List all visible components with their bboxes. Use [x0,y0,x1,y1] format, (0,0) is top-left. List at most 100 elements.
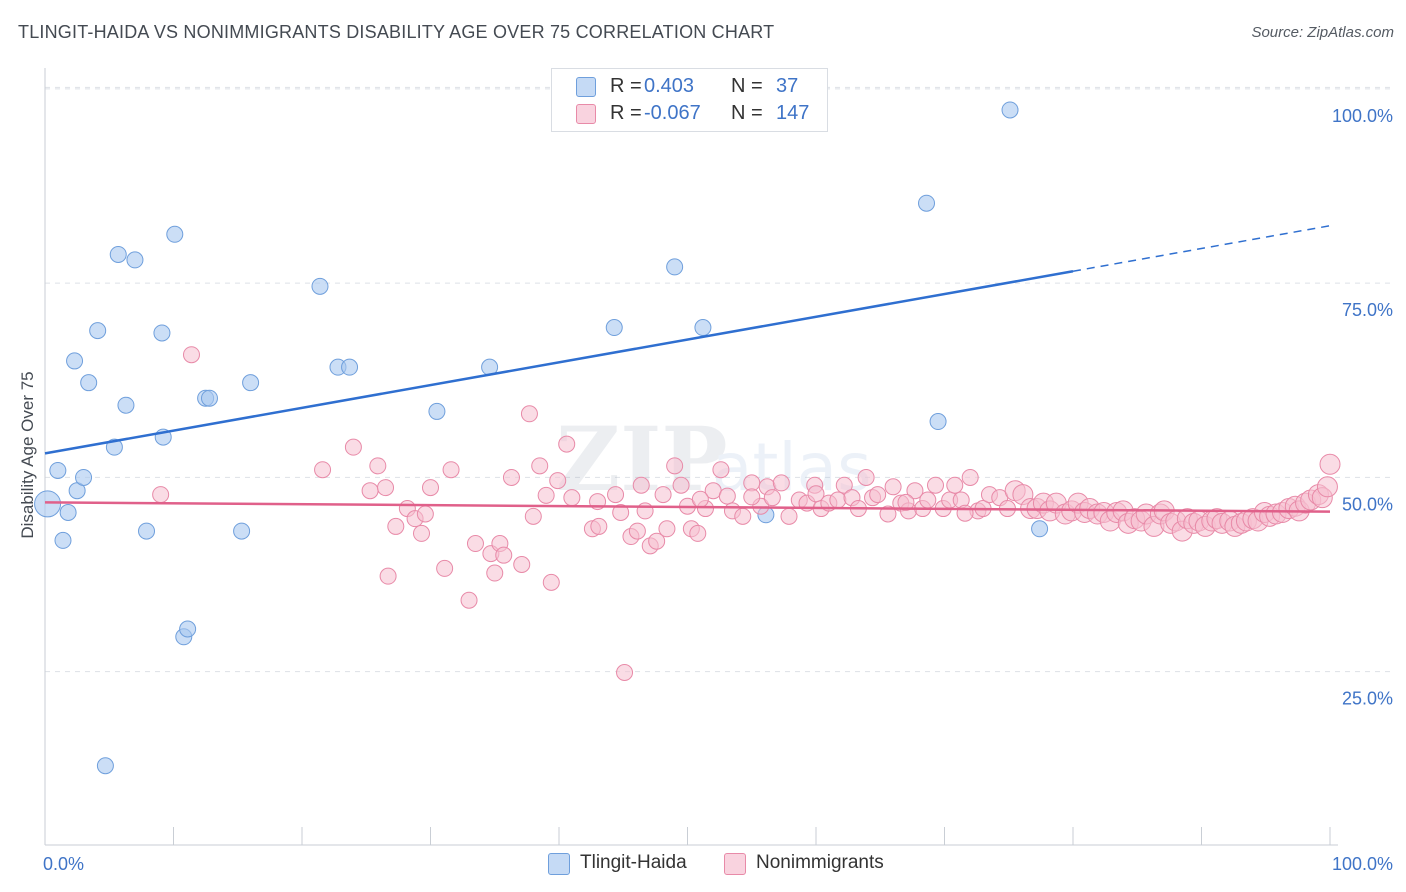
correlation-legend: R = 0.403 N = 37 R = -0.067 N = 147 [551,68,828,132]
nonimmigrants-point [590,517,608,535]
tlingit-haida-point [341,358,359,376]
y-tick-label: 75.0% [1342,300,1393,320]
nonimmigrants-point [495,546,513,564]
nonimmigrants-point [344,438,362,456]
nonimmigrants-point [961,468,979,486]
tlingit-haida-point [105,438,123,456]
tlingit-haida-point [918,194,936,212]
nonimmigrants-point [879,505,897,523]
nonimmigrants-point [436,559,454,577]
legend-r-label: R = [610,102,642,124]
nonimmigrants-point [712,461,730,479]
tlingit-legend-label: Tlingit-Haida [580,852,687,873]
nonimmigrants-point [413,524,431,542]
nonimmigrants-point [691,490,709,508]
tlingit-haida-point [166,225,184,243]
nonimmigrants-point [829,491,847,509]
nonimmigrants-point [460,591,478,609]
tlingit-haida-point [126,251,144,269]
y-tick-label: 50.0% [1342,494,1393,514]
nonimmigrants-point [927,476,945,494]
nonimmigrants-point [743,488,761,506]
nonimmigrants-point [314,461,332,479]
nonimmigrants-point [1316,476,1338,498]
x-tick-label: 0.0% [43,854,84,874]
tlingit-haida-trend-line [44,270,1074,455]
tlingit-haida-point [233,522,251,540]
tlingit-haida-point [1031,520,1049,538]
tlingit-haida-point [311,277,329,295]
nonimmigrants-point [513,556,531,574]
nonimmigrants-point [422,479,439,497]
legend-r-value: 0.403 [644,75,695,97]
nonimmigrants-point [558,435,576,453]
nonimmigrants-point [772,474,790,492]
nonimmigrants-point [919,491,937,509]
tlingit-haida-point [66,352,84,370]
nonimmigrants-point [466,535,484,553]
nonimmigrants-point [361,482,379,500]
nonimmigrants-point [897,493,915,511]
nonimmigrants-point [369,457,387,475]
nonimm-swatch [576,104,596,124]
nonimmigrants-point [654,486,672,504]
nonimmigrants-point [628,522,646,540]
tlingit-haida-point [1001,101,1019,119]
tlingit-haida-point [694,319,712,337]
tlingit-haida-trend-extension [1072,224,1331,273]
tlingit-haida-point [34,490,62,518]
tlingit-legend-swatch [548,853,570,875]
chart-title: TLINGIT-HAIDA VS NONIMMIGRANTS DISABILIT… [18,22,775,42]
legend-n-value: 147 [776,102,810,124]
trend-lines [44,224,1331,513]
tlingit-haida-point [666,258,684,276]
y-tick-label: 100.0% [1332,106,1393,126]
nonimmigrants-point [734,507,752,525]
nonimmigrants-point [612,503,630,521]
nonimmigrants-point [549,472,567,490]
tlingit-haida-point [605,319,623,337]
tlingit-haida-point [49,461,67,479]
nonimmigrants-point [658,520,676,538]
legend-row-nonimm: R = -0.067 N = 147 [576,102,809,126]
tlingit-haida-point [929,413,947,431]
tlingit-haida-point [96,757,114,775]
nonimmigrants-point [666,457,684,475]
nonimmigrants-point [416,505,434,523]
nonimm-legend-swatch [724,853,746,875]
nonimmigrants-point [542,573,560,591]
nonimmigrants-point [1319,453,1341,475]
tick-labels: 100.0% 75.0% 50.0% 25.0% 0.0% 100.0% [43,106,1393,874]
nonimmigrants-point [884,478,902,496]
legend-n-label: N = [731,75,763,97]
tlingit-haida-points [34,101,1049,775]
legend-row-tlingit: R = 0.403 N = 37 [576,75,798,99]
nonimmigrants-point [486,564,504,582]
tlingit-swatch [576,77,596,97]
tlingit-haida-point [59,503,77,521]
nonimmigrants-point [524,507,542,525]
nonimmigrants-points [152,346,1341,682]
tlingit-haida-point [428,402,446,420]
nonimmigrants-point [502,468,520,486]
nonimmigrants-point [632,476,650,494]
tlingit-haida-point [54,531,72,549]
y-axis-label: Disability Age Over 75 [18,371,37,538]
nonimmigrants-point [537,486,555,504]
legend-r-value: -0.067 [644,102,701,124]
nonimmigrants-point [718,487,736,505]
nonimmigrants-point [835,476,853,494]
nonimmigrants-point [387,517,405,535]
y-tick-label: 25.0% [1342,689,1393,709]
nonimmigrants-point [857,468,875,486]
nonimmigrants-point [648,532,666,550]
axes [44,68,1338,846]
nonimmigrants-point [946,476,964,494]
tlingit-haida-point [242,374,260,392]
nonimmigrants-point [780,507,798,525]
nonimmigrants-point [442,461,460,479]
chart-source: Source: ZipAtlas.com [1251,24,1394,41]
nonimmigrants-point [869,486,887,504]
nonimmigrants-point [520,405,538,423]
nonimmigrants-point [672,476,690,494]
